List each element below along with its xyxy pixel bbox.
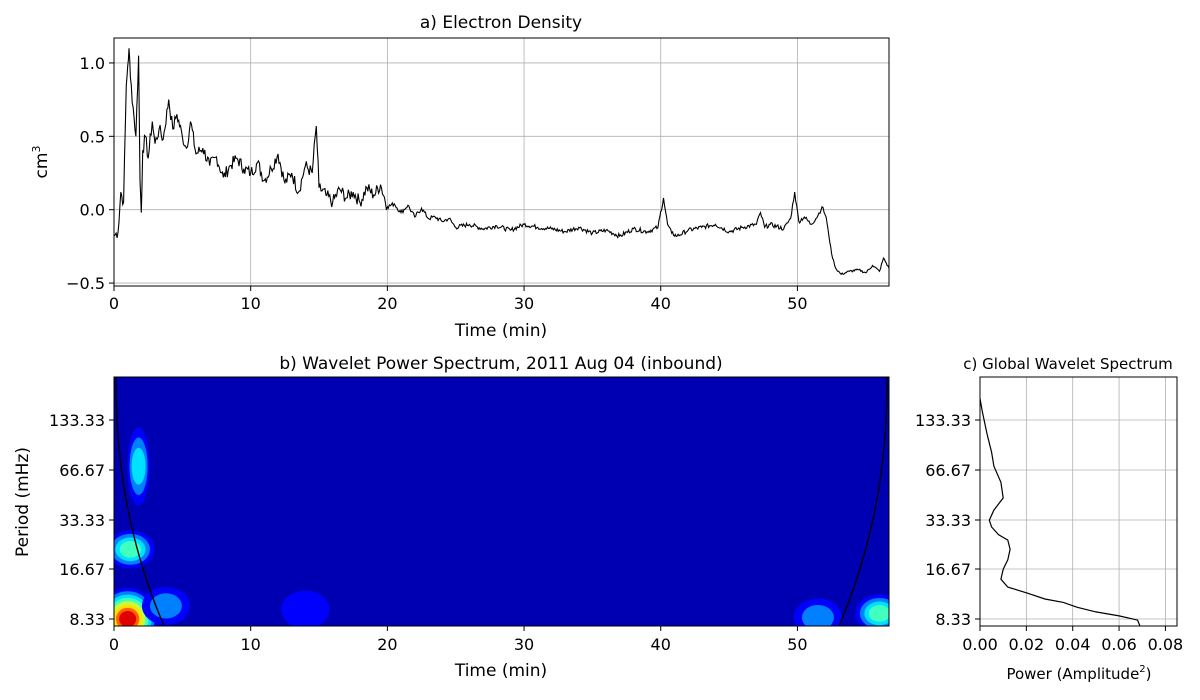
panel-b-xtick-label: 30 bbox=[514, 635, 534, 654]
wavelet-power-feature bbox=[114, 530, 155, 569]
panel-b-xtick-label: 20 bbox=[377, 635, 397, 654]
panel-b-ytick-label: 133.33 bbox=[49, 411, 105, 430]
panel-b-wavelet-power: b) Wavelet Power Spectrum, 2011 Aug 04 (… bbox=[13, 354, 890, 681]
panel-b-xtick-label: 10 bbox=[241, 635, 261, 654]
wavelet-contour bbox=[131, 447, 146, 485]
wavelet-contour bbox=[801, 604, 834, 626]
panel-c-xtick-label: 0.06 bbox=[1101, 635, 1137, 654]
wavelet-background bbox=[114, 377, 889, 626]
panel-a-ytick-label: −0.5 bbox=[66, 274, 105, 293]
panel-a-ytick-label: 1.0 bbox=[80, 54, 105, 73]
panel-c-ytick-label: 33.33 bbox=[925, 511, 971, 530]
panel-a-xtick-label: 20 bbox=[377, 294, 397, 313]
panel-b-ytick-label: 16.67 bbox=[59, 560, 105, 579]
panel-b-ytick-label: 8.33 bbox=[69, 610, 105, 629]
panel-c-xlabel: Power (Amplitude2) bbox=[1006, 664, 1151, 683]
panel-c-xtick-label: 0.02 bbox=[1009, 635, 1045, 654]
panel-a-xtick-label: 50 bbox=[787, 294, 807, 313]
panel-a-xtick-label: 40 bbox=[651, 294, 671, 313]
panel-c-xtick-label: 0.08 bbox=[1148, 635, 1184, 654]
wavelet-power-feature bbox=[141, 586, 190, 625]
panel-a-frame bbox=[113, 37, 890, 287]
panel-a-electron-density: a) Electron Density 0 10 20 30 40 50 −0.5 0.0 0.… bbox=[30, 13, 890, 341]
panel-a-xlabel: Time (min) bbox=[454, 321, 547, 341]
panel-c-global-wavelet: c) Global Wavelet Spectrum 0.00 0.02 0.04 0… bbox=[915, 355, 1183, 683]
global-wavelet-line bbox=[979, 398, 1141, 627]
cone-of-influence-right bbox=[838, 377, 888, 626]
panel-c-frame bbox=[979, 376, 1178, 627]
wavelet-contour bbox=[119, 611, 137, 626]
panel-c-ytick-label: 133.33 bbox=[915, 411, 971, 430]
panel-a-xtick-label: 30 bbox=[514, 294, 534, 313]
cone-of-influence-left bbox=[115, 377, 165, 626]
wavelet-contour bbox=[281, 590, 330, 626]
panel-a-xtick-label: 0 bbox=[109, 294, 119, 313]
wavelet-contour bbox=[868, 605, 889, 622]
panel-c-ytick-label: 8.33 bbox=[935, 610, 971, 629]
panel-a-ytick-label: 0.5 bbox=[80, 127, 105, 146]
panel-c-ytick-label: 66.67 bbox=[925, 461, 971, 480]
panel-b-xtick-label: 50 bbox=[787, 635, 807, 654]
wavelet-power-feature bbox=[281, 590, 330, 626]
wavelet-contour bbox=[149, 593, 182, 619]
panel-b-frame bbox=[113, 376, 890, 627]
panel-a-title: a) Electron Density bbox=[420, 13, 582, 33]
panel-b-title: b) Wavelet Power Spectrum, 2011 Aug 04 (… bbox=[279, 354, 722, 374]
panel-b-xlabel: Time (min) bbox=[454, 661, 547, 681]
wavelet-power-feature bbox=[127, 427, 150, 506]
wavelet-power-feature bbox=[793, 598, 842, 626]
panel-b-ytick-label: 66.67 bbox=[59, 461, 105, 480]
panel-c-ytick-label: 16.67 bbox=[925, 560, 971, 579]
panel-a-ylabel: cm3 bbox=[30, 146, 52, 179]
electron-density-line bbox=[113, 48, 890, 276]
panel-a-ytick-label: 0.0 bbox=[80, 201, 105, 220]
panel-c-xtick-label: 0.00 bbox=[962, 635, 998, 654]
wavelet-power-feature bbox=[855, 594, 889, 626]
panel-a-xtick-label: 10 bbox=[241, 294, 261, 313]
panel-b-ytick-label: 33.33 bbox=[59, 511, 105, 530]
panel-c-title: c) Global Wavelet Spectrum bbox=[963, 355, 1172, 373]
panel-b-xtick-label: 40 bbox=[651, 635, 671, 654]
panel-b-xtick-label: 0 bbox=[109, 635, 119, 654]
panel-c-xtick-label: 0.04 bbox=[1055, 635, 1091, 654]
panel-b-ylabel: Period (mHz) bbox=[13, 447, 33, 557]
